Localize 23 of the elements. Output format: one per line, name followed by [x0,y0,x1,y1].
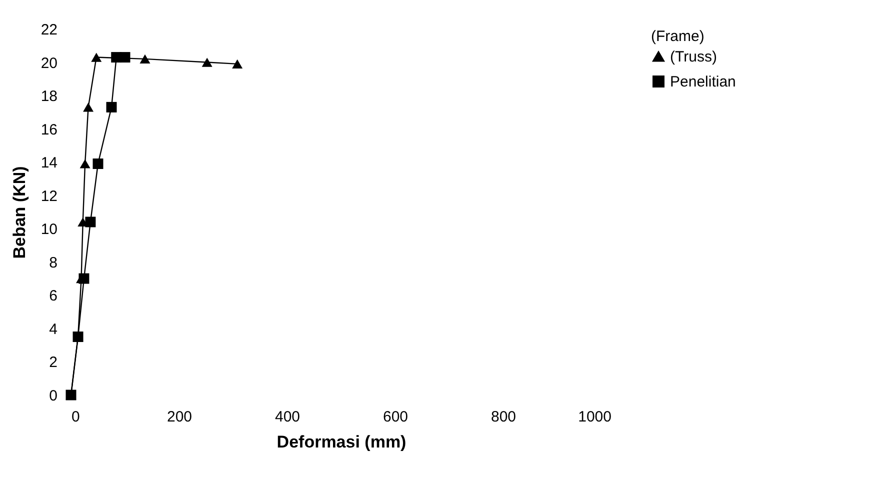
x-tick-label: 400 [274,408,300,426]
y-tick-label: 2 [49,354,58,372]
x-tick-label: 800 [490,408,516,426]
legend-title: (Frame) [651,28,704,45]
y-tick-label: 10 [40,221,58,238]
x-tick-label: 1000 [578,408,612,426]
y-tick-label: 16 [40,121,58,138]
y-tick-label: 18 [40,88,58,106]
y-tick-label: 20 [40,54,58,72]
x-tick-label: 600 [382,408,408,426]
y-tick-label: 12 [40,188,58,205]
legend-label: (Truss) [670,48,717,66]
y-axis-title: Beban (KN) [10,166,29,259]
y-tick-label: 4 [49,320,58,338]
x-axis-title: Deformasi (mm) [276,432,406,452]
y-tick-label: 0 [49,388,58,404]
y-tick-label: 8 [49,254,58,272]
x-tick-label: 200 [166,408,192,426]
y-tick-label: 14 [40,154,58,172]
y-tick-label: 22 [40,22,58,38]
x-tick-label: 0 [72,408,80,426]
y-tick-label: 6 [49,288,58,305]
legend-label: Penelitian [670,74,736,90]
